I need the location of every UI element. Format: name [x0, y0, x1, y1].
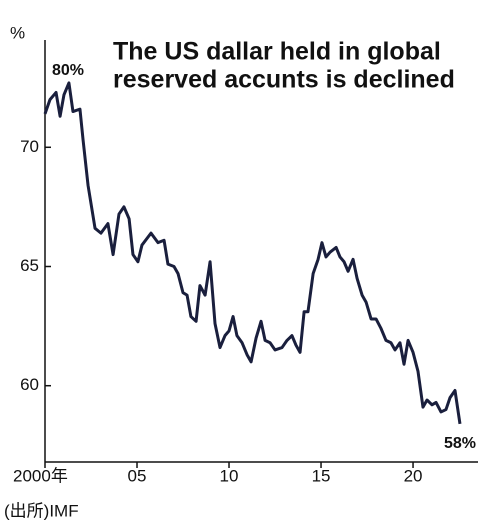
chart-title: The US dallar held in global: [113, 38, 441, 66]
source: (出所)IMF: [4, 501, 79, 520]
y-tick-label: 65: [20, 256, 39, 275]
data-line: [43, 81, 462, 425]
x-tick-label: 2000年: [13, 466, 68, 485]
x-tick-label: 10: [220, 466, 239, 485]
chart-title: reserved accunts is declined: [113, 66, 455, 94]
x-tick-label: 15: [312, 466, 331, 485]
annotation: 80%: [52, 62, 84, 79]
x-tick-label: 20: [404, 466, 423, 485]
x-tick-label: 05: [128, 466, 147, 485]
y-axis-label: %: [10, 23, 25, 42]
annotation: 58%: [444, 435, 476, 452]
y-tick-label: 60: [20, 375, 39, 394]
y-tick-label: 70: [20, 137, 39, 156]
